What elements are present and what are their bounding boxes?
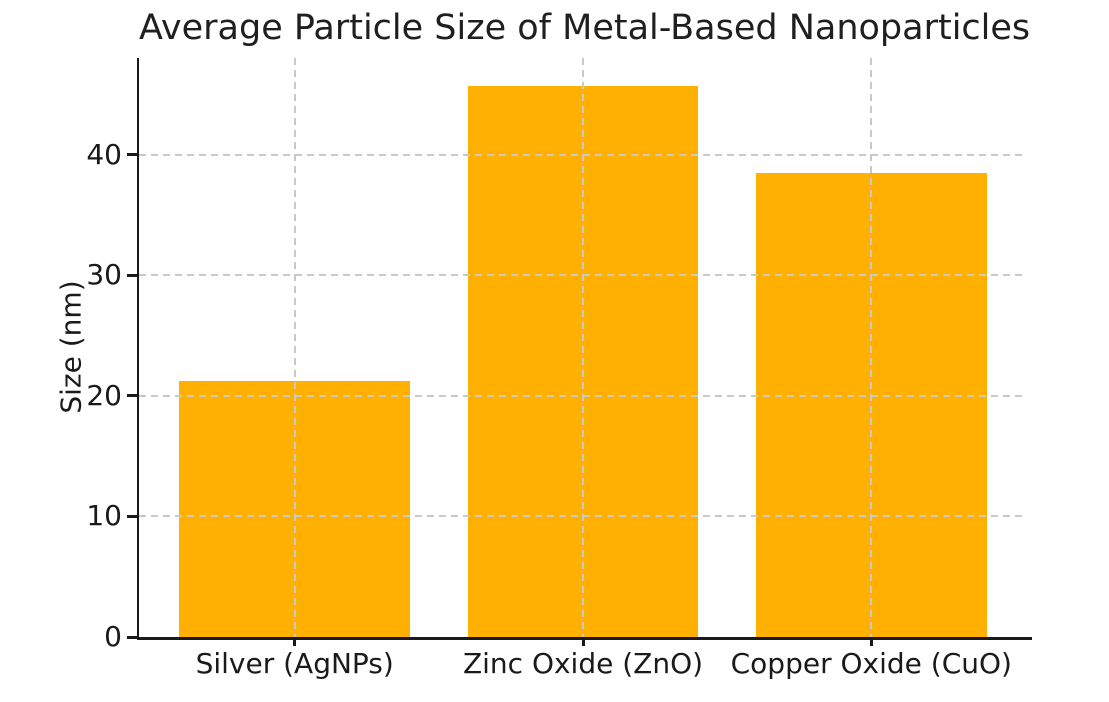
y-tick-mark-30 — [127, 273, 137, 277]
x-tick-mark-copper-oxide-cuo — [869, 637, 873, 646]
y-tick-mark-20 — [127, 394, 137, 398]
y-axis-line — [137, 58, 139, 639]
v-gridline-silver-agnps — [293, 58, 296, 637]
chart-title: Average Particle Size of Metal-Based Nan… — [139, 8, 1031, 48]
y-tick-label-20: 20 — [86, 378, 122, 412]
x-tick-label-zinc-oxide-zno: Zinc Oxide (ZnO) — [462, 647, 704, 680]
y-tick-mark-40 — [127, 153, 137, 156]
y-tick-mark-10 — [127, 514, 137, 518]
y-tick-label-40: 40 — [86, 137, 122, 171]
x-tick-label-silver-agnps: Silver (AgNPs) — [195, 647, 394, 680]
plot-area: Silver (AgNPs) Zinc Oxide (ZnO) Copper Oxi… — [86, 58, 1032, 680]
x-tick-mark-silver-agnps — [293, 637, 297, 646]
x-tick-mark-zinc-oxide-zno — [581, 637, 585, 646]
v-gridline-zinc-oxide-zno — [582, 58, 584, 637]
x-tick-label-copper-oxide-cuo: Copper Oxide (CuO) — [730, 647, 1012, 680]
y-tick-mark-0 — [127, 635, 137, 639]
y-tick-label-0: 0 — [104, 620, 122, 653]
v-gridline-copper-oxide-cuo — [870, 58, 873, 637]
x-axis-line — [137, 637, 1032, 640]
y-tick-label-30: 30 — [86, 258, 122, 292]
y-tick-label-10: 10 — [86, 499, 122, 533]
